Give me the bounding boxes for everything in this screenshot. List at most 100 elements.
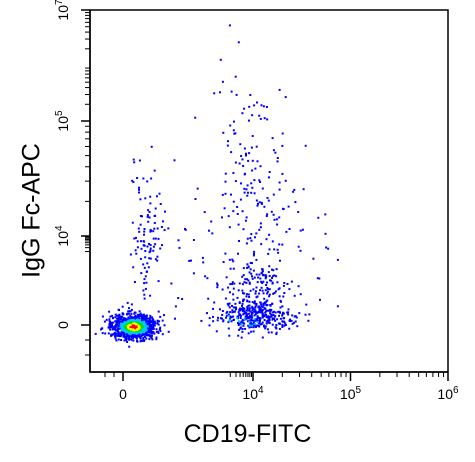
data-point	[254, 292, 257, 295]
data-point	[129, 253, 132, 256]
data-point	[272, 292, 275, 295]
data-point	[139, 223, 142, 226]
data-point	[268, 233, 271, 236]
data-point	[278, 295, 281, 298]
data-point	[293, 315, 296, 318]
data-point	[275, 333, 278, 336]
data-point	[254, 305, 257, 308]
data-point	[117, 328, 119, 331]
data-point	[149, 316, 152, 319]
data-point	[242, 300, 244, 303]
data-point	[276, 318, 279, 321]
data-point	[266, 328, 269, 331]
data-point	[247, 317, 249, 320]
data-point	[259, 310, 262, 313]
data-point	[127, 332, 130, 335]
data-point	[278, 328, 281, 330]
data-point	[126, 313, 128, 316]
data-point	[226, 302, 229, 305]
data-point	[281, 132, 284, 135]
data-point	[150, 229, 152, 232]
data-point	[308, 313, 311, 316]
data-point	[237, 223, 240, 226]
data-point	[254, 236, 256, 239]
data-point	[268, 293, 271, 296]
data-point	[257, 276, 260, 279]
data-point	[255, 258, 258, 261]
data-point	[270, 315, 273, 318]
data-point	[225, 276, 228, 279]
data-point	[269, 304, 272, 307]
data-point	[256, 281, 259, 284]
data-point	[245, 314, 248, 317]
data-point	[256, 311, 259, 314]
data-point	[190, 259, 192, 262]
data-point	[243, 187, 246, 190]
data-point	[140, 240, 142, 243]
data-point	[142, 328, 145, 331]
data-point	[132, 319, 135, 321]
data-point	[246, 299, 249, 302]
data-point	[270, 279, 273, 282]
data-point	[240, 155, 243, 157]
data-point	[138, 159, 141, 162]
data-point	[207, 297, 210, 300]
y-tick-label: 104	[54, 225, 71, 247]
data-point	[149, 331, 152, 334]
data-point	[133, 329, 136, 332]
data-point	[120, 334, 122, 337]
data-point	[118, 317, 121, 320]
data-point	[230, 90, 233, 93]
data-point	[249, 237, 252, 240]
data-point	[270, 308, 273, 311]
data-point	[278, 188, 281, 191]
data-point	[258, 273, 261, 276]
data-point	[150, 145, 153, 148]
data-point	[280, 300, 282, 303]
data-point	[241, 112, 244, 115]
data-point	[241, 310, 244, 313]
data-point	[204, 275, 207, 278]
data-point	[276, 281, 279, 284]
data-point	[273, 310, 276, 313]
data-point	[226, 144, 229, 147]
data-point	[260, 323, 263, 325]
data-point	[173, 159, 176, 162]
data-point	[239, 307, 242, 310]
data-point	[159, 328, 161, 331]
data-point	[136, 332, 139, 335]
data-point	[250, 312, 253, 315]
data-point	[267, 252, 270, 255]
data-point	[249, 319, 252, 322]
data-point	[263, 319, 266, 321]
data-point	[231, 283, 234, 285]
data-point	[157, 332, 160, 334]
data-point	[138, 332, 141, 334]
data-point	[163, 324, 166, 327]
data-point	[243, 322, 246, 325]
data-point	[236, 213, 239, 215]
data-point	[271, 302, 274, 305]
data-point	[130, 323, 133, 326]
data-point	[297, 245, 300, 248]
data-point	[271, 240, 274, 243]
data-point	[242, 292, 244, 295]
data-point	[291, 322, 294, 325]
data-point	[144, 250, 147, 252]
data-point	[124, 330, 127, 333]
data-point	[143, 339, 146, 342]
data-point	[150, 177, 153, 180]
data-point	[259, 181, 262, 183]
data-point	[271, 282, 274, 285]
data-point	[276, 223, 279, 226]
data-point	[111, 314, 114, 317]
data-point	[158, 320, 161, 323]
data-point	[114, 337, 117, 340]
data-point	[141, 327, 144, 329]
data-point	[257, 306, 260, 309]
data-point	[194, 198, 197, 200]
data-point	[263, 307, 266, 310]
data-point	[120, 322, 122, 325]
data-point	[138, 188, 140, 191]
data-point	[297, 211, 300, 213]
